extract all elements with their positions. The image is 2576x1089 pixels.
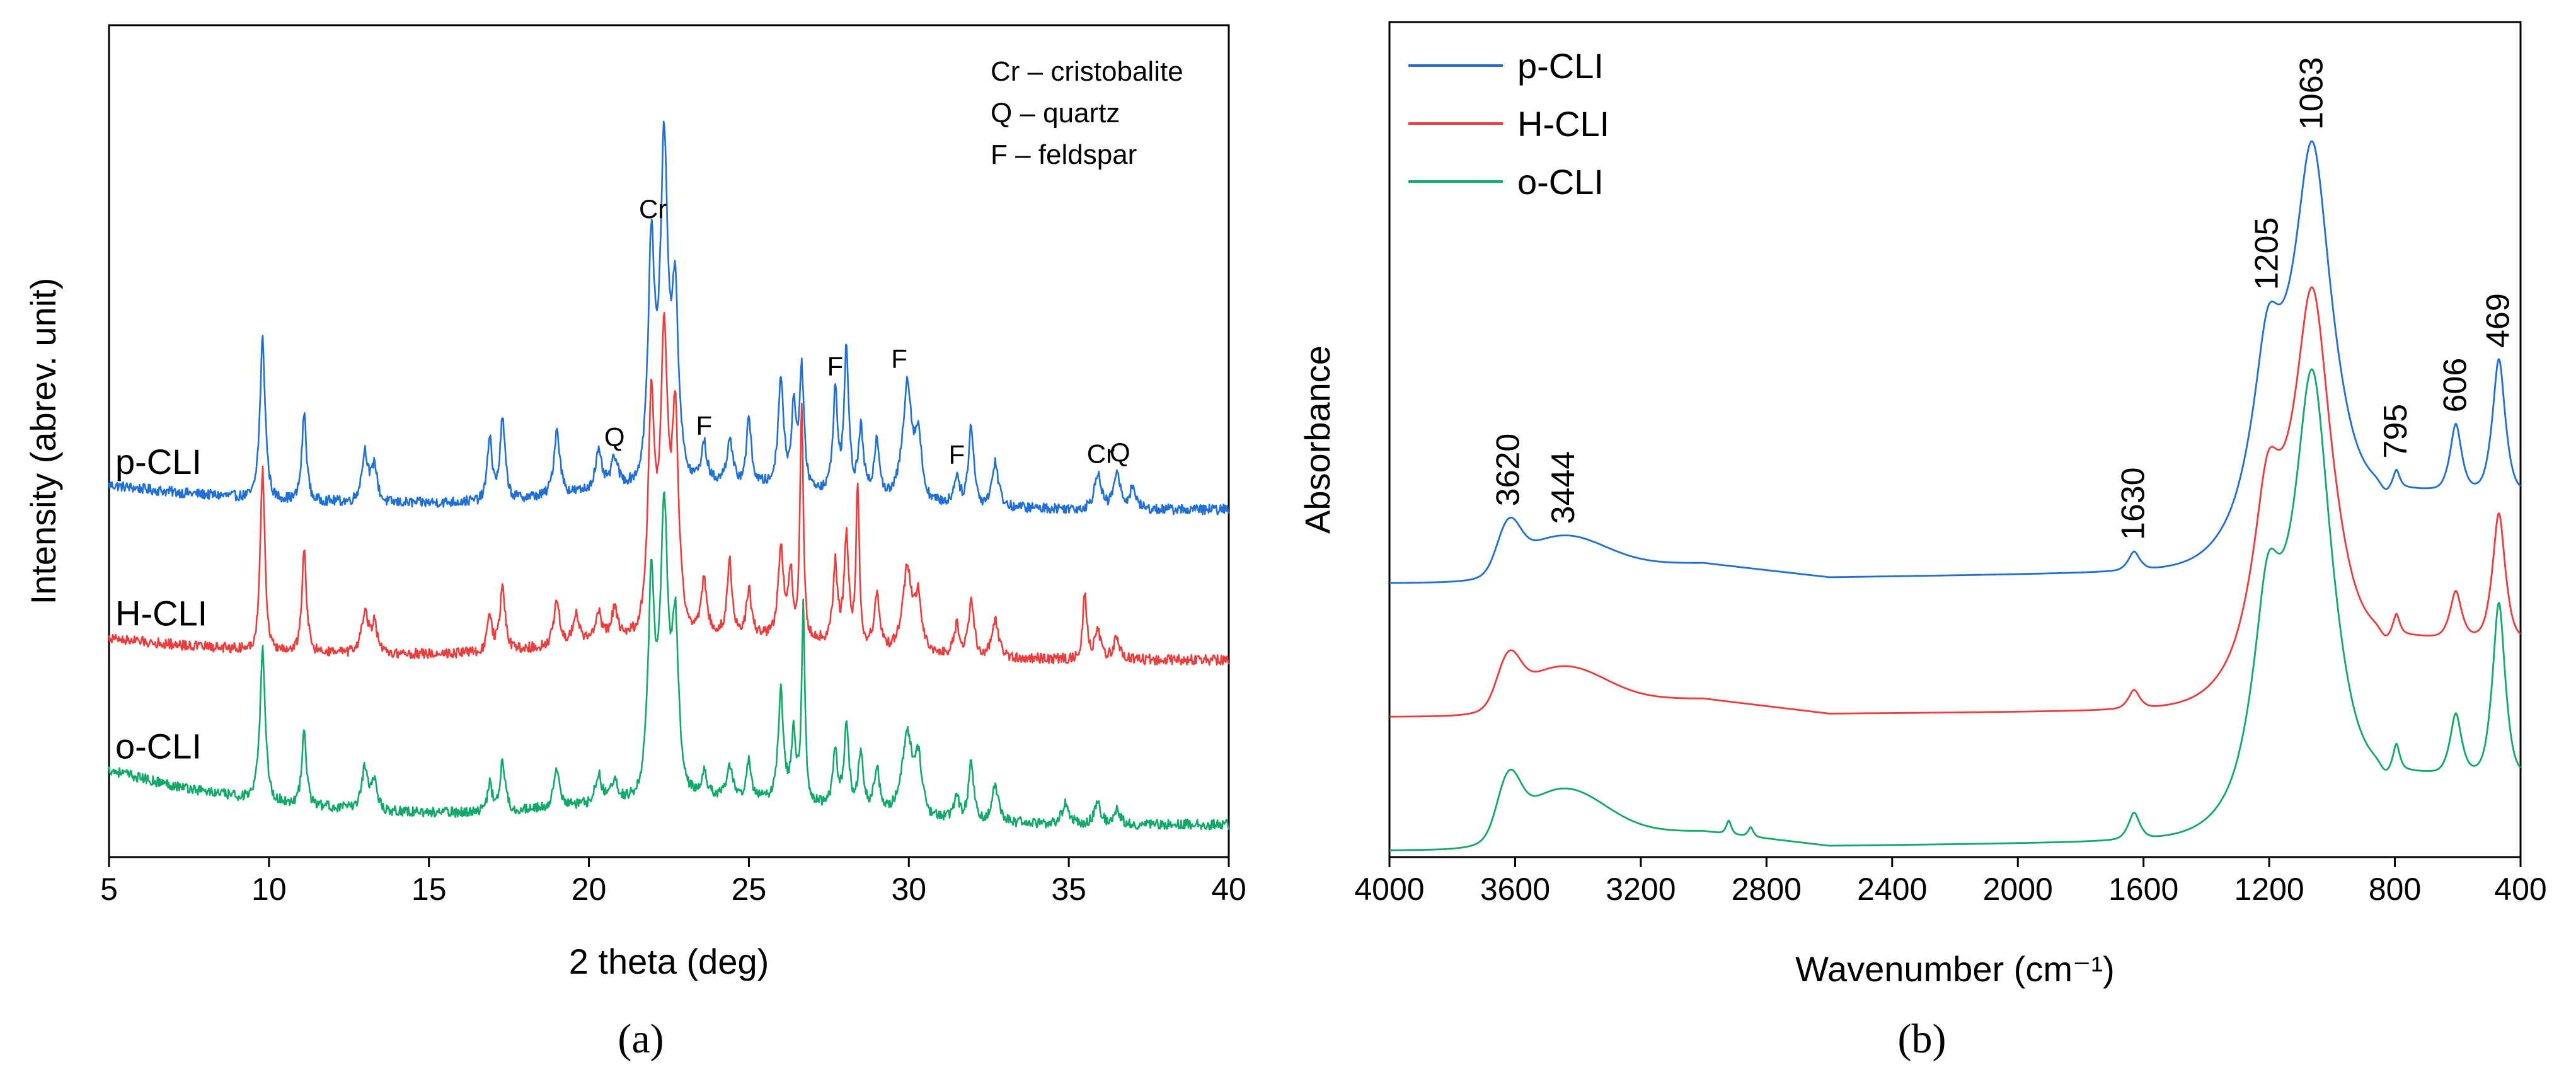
phase-annotation: F [696,411,713,441]
panel-b-ftir-chart: 4000 3600 3200 2800 2400 2000 1600 1200 800 400 Wa… [1297,21,2547,989]
series-line-h-cli [108,311,1230,666]
panel-a-label: (a) [618,1016,664,1062]
phase-annotation: F [891,344,907,374]
x-tick-label-a: 20 [572,872,607,907]
y-axis-title-b: Absorbance [1297,345,1337,534]
x-tick-label-b: 400 [2494,872,2546,907]
plot-frame-a [108,24,1230,858]
x-tick-label-b: 2400 [1857,872,1927,907]
peak-label: 3444 [1545,451,1582,524]
x-tick-label-a: 40 [1211,872,1246,907]
phase-annotation: Q [1110,437,1130,467]
phase-annotation: F [949,440,965,470]
x-axis-title-b: Wavenumber (cm⁻¹) [1795,949,2115,989]
legend-label-o-cli: o-CLI [1517,162,1604,202]
peak-label: 1205 [2249,217,2286,291]
x-tick-label-a: 5 [100,872,118,907]
phase-annotation: F [827,351,844,381]
x-tick-label-b: 4000 [1354,872,1424,907]
x-tick-label-a: 15 [411,872,447,907]
legend-entry-a: Cr – cristobalite [991,56,1183,87]
plot-frame-b [1388,21,2522,858]
series-line-o-cli [108,491,1230,831]
phase-annotation: Cr [1087,439,1115,468]
series-label-p-cli: p-CLI [115,442,202,481]
peak-label: 606 [2437,358,2473,413]
x-tick-label-b: 800 [2369,872,2421,907]
legend-label-p-cli: p-CLI [1517,46,1604,86]
legend-entry-a: Q – quartz [991,98,1120,129]
x-tick-label-b: 3200 [1606,872,1676,907]
x-tick-label-b: 2800 [1732,872,1802,907]
legend-label-h-cli: H-CLI [1517,104,1609,144]
peak-label: 795 [2378,404,2414,459]
phase-annotation: Cr [639,194,667,224]
legend-entry-a: F – feldspar [991,139,1137,170]
series-line-h-cli [1389,286,2521,718]
peak-label: 469 [2480,293,2517,348]
series-label-o-cli: o-CLI [115,727,202,766]
series-line-p-cli [1389,140,2521,584]
panel-b-label: (b) [1898,1016,1946,1062]
x-tick-label-a: 30 [891,872,926,907]
x-tick-label-b: 1600 [2108,872,2178,907]
x-tick-label-a: 10 [251,872,287,907]
x-tick-label-b: 2000 [1983,872,2053,907]
x-tick-label-b: 3600 [1480,872,1550,907]
series-line-p-cli [108,120,1230,516]
series-line-o-cli [1389,368,2522,851]
panel-a-xrd-chart: 5 10 15 20 25 30 35 40 2 theta (deg) Intensity (a… [23,24,1246,981]
series-label-h-cli: H-CLI [115,594,207,633]
peak-label: 3620 [1490,434,1526,507]
peak-label: 1063 [2293,57,2330,130]
x-tick-label-a: 35 [1051,872,1086,907]
x-tick-label-a: 25 [732,872,767,907]
peak-label: 1630 [2115,467,2152,540]
y-axis-title-a: Intensity (abrev. unit) [23,278,63,605]
x-tick-label-b: 1200 [2234,872,2304,907]
x-axis-title-a: 2 theta (deg) [569,942,769,981]
phase-annotation: Q [604,422,625,452]
